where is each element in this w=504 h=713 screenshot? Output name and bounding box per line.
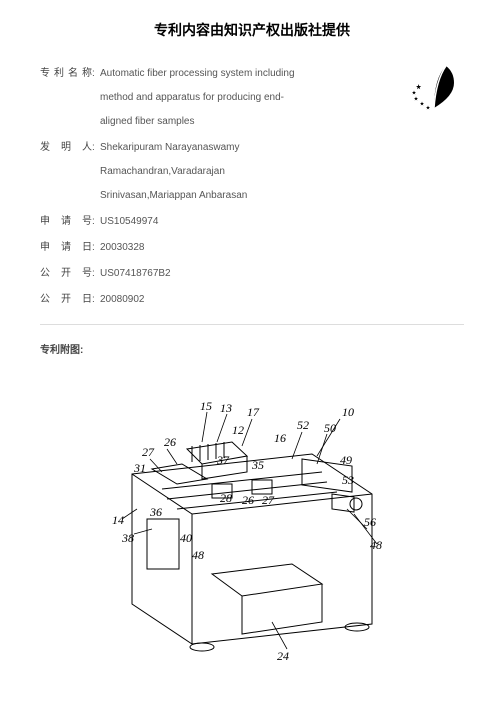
svg-text:48: 48 [192, 548, 204, 562]
section-divider [40, 324, 464, 325]
label-patent-name: 专利名称 [40, 62, 92, 86]
value-inventor: Shekaripuram Narayanaswamy Ramachandran,… [100, 136, 464, 208]
field-pub-number: 公开号 : US07418767B2 [40, 262, 464, 286]
field-inventor: 发明人 : Shekaripuram Narayanaswamy Ramacha… [40, 136, 464, 208]
text-line: method and apparatus for producing end- [100, 92, 284, 103]
svg-text:35: 35 [251, 458, 264, 472]
svg-text:17: 17 [247, 405, 260, 419]
label-inventor: 发明人 [40, 136, 92, 160]
svg-text:49: 49 [340, 453, 352, 467]
colon: : [92, 136, 100, 160]
page-title: 专利内容由知识产权出版社提供 [40, 20, 464, 40]
svg-text:40: 40 [180, 531, 192, 545]
svg-text:52: 52 [297, 418, 309, 432]
svg-text:27: 27 [142, 445, 155, 459]
svg-text:12: 12 [232, 423, 244, 437]
svg-text:26: 26 [164, 435, 176, 449]
svg-text:28: 28 [220, 491, 232, 505]
colon: : [92, 262, 100, 286]
svg-text:56: 56 [364, 515, 376, 529]
svg-text:37: 37 [216, 453, 230, 467]
patent-drawing-container: 10 17 13 15 12 26 27 31 14 38 36 40 48 2… [40, 364, 464, 669]
value-pub-date: 20080902 [100, 288, 464, 312]
value-pub-number: US07418767B2 [100, 262, 464, 286]
attachment-label: 专利附图: [40, 341, 464, 356]
svg-text:10: 10 [342, 405, 354, 419]
colon: : [92, 210, 100, 234]
text-line: Ramachandran,Varadarajan [100, 166, 225, 177]
svg-text:26: 26 [242, 493, 254, 507]
value-app-number: US10549974 [100, 210, 464, 234]
text-line: Automatic fiber processing system includ… [100, 68, 295, 79]
field-patent-name: 专利名称 : Automatic fiber processing system… [40, 62, 464, 134]
svg-text:36: 36 [149, 505, 162, 519]
svg-text:16: 16 [274, 431, 286, 445]
text-line: Srinivasan,Mariappan Anbarasan [100, 190, 247, 201]
svg-text:38: 38 [121, 531, 134, 545]
value-app-date: 20030328 [100, 236, 464, 260]
colon: : [92, 236, 100, 260]
svg-text:50: 50 [324, 421, 336, 435]
field-app-date: 申请日 : 20030328 [40, 236, 464, 260]
metadata-fields: 专利名称 : Automatic fiber processing system… [40, 62, 464, 312]
svg-text:13: 13 [220, 401, 232, 415]
label-app-number: 申请号 [40, 210, 92, 234]
patent-drawing: 10 17 13 15 12 26 27 31 14 38 36 40 48 2… [92, 364, 412, 664]
label-pub-date: 公开日 [40, 288, 92, 312]
publisher-logo [404, 58, 464, 118]
field-app-number: 申请号 : US10549974 [40, 210, 464, 234]
svg-text:27: 27 [262, 493, 275, 507]
svg-text:15: 15 [200, 399, 212, 413]
text-line: Shekaripuram Narayanaswamy [100, 142, 240, 153]
svg-text:24: 24 [277, 649, 289, 663]
svg-text:48: 48 [370, 538, 382, 552]
svg-text:31: 31 [133, 461, 146, 475]
colon: : [92, 62, 100, 86]
svg-text:53: 53 [342, 473, 354, 487]
label-pub-number: 公开号 [40, 262, 92, 286]
field-pub-date: 公开日 : 20080902 [40, 288, 464, 312]
svg-text:14: 14 [112, 513, 124, 527]
colon: : [92, 288, 100, 312]
text-line: aligned fiber samples [100, 116, 195, 127]
label-app-date: 申请日 [40, 236, 92, 260]
